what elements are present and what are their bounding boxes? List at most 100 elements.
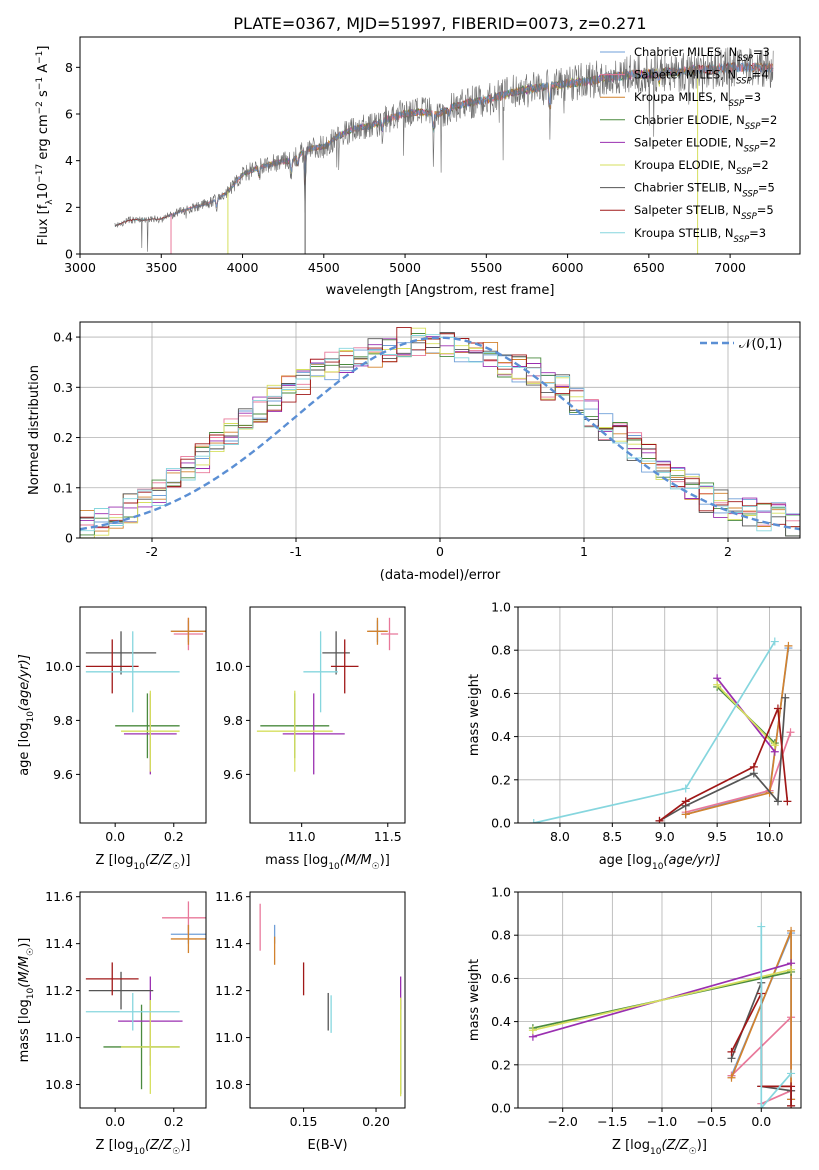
x-axis-label-part: )] [697, 1138, 707, 1153]
x-tick-label: 11.5 [374, 829, 402, 844]
y-axis-label: Flux [fλ10−17 erg cm−2 s−1 A−1] [35, 46, 55, 246]
y-tick-label: 0.4 [491, 1014, 511, 1029]
y-axis-label: mass weight [467, 674, 482, 756]
legend-model: Chabrier ELODIE, N [634, 113, 745, 127]
x-axis-label: Z [log10(Z/Z☉)] [96, 853, 191, 872]
legend-model: Salpeter ELODIE, N [634, 135, 744, 149]
y-tick-label: 0.8 [491, 643, 511, 658]
y-tick-label: 0 [65, 531, 73, 546]
x-axis-label-part: 10 [134, 862, 146, 872]
y-axis-label-part: ☉ [26, 948, 36, 956]
marker-kroupa-elodie [528, 1026, 537, 1035]
y-axis-label-part: mass [ [17, 1019, 32, 1062]
weights-kroupa-elodie [716, 684, 776, 746]
plot-area-age-vs-mass [256, 617, 399, 775]
marker-salpeter-stelib [787, 1082, 796, 1091]
y-tick-label: 0.0 [491, 816, 511, 831]
x-tick-label: 8.0 [550, 829, 570, 844]
plot-area-age-vs-Z [85, 617, 206, 775]
plot-area-mass-weight-vs-age [529, 637, 795, 823]
marker-kroupa-stelib [757, 1104, 766, 1108]
x-axis-label-part: (Z/Z [661, 1138, 689, 1153]
y-tick-label: 9.8 [223, 713, 243, 728]
legend-label-kroupa-miles: Kroupa MILES, NSSP=3 [634, 90, 761, 109]
axes-frame [249, 606, 406, 824]
x-tick-label: 2 [724, 544, 732, 559]
legend-label-salpeter-stelib: Salpeter STELIB, NSSP=5 [634, 203, 774, 222]
legend-sub: SSP [742, 190, 758, 200]
x-axis-label-part: (M/M [340, 853, 372, 868]
x-axis-label-part: log [114, 1138, 134, 1153]
x-axis-label-part: 10 [652, 862, 664, 872]
x-tick-label: 5500 [470, 260, 502, 275]
x-tick-label: 0.15 [290, 1114, 318, 1129]
y-axis-label-part: age [ [17, 742, 32, 775]
y-tick-label: 0.1 [53, 480, 73, 495]
y-axis-label-part: s [36, 90, 51, 101]
x-axis-label-part: 10 [328, 862, 340, 872]
x-axis-label-part: )] [180, 1138, 190, 1153]
axes-frame [249, 891, 406, 1109]
legend-count: =3 [744, 90, 761, 104]
plot-area-residuals [80, 326, 800, 538]
x-tick-label: 0.2 [164, 829, 184, 844]
histogram-chabrier-stelib [80, 332, 800, 537]
y-tick-label: 0.0 [491, 1101, 511, 1116]
x-tick-label: 0.0 [751, 1114, 771, 1129]
x-tick-label: 0.0 [105, 1114, 125, 1129]
y-axis-label-part: log [17, 999, 32, 1019]
y-tick-label: 1.0 [491, 885, 511, 900]
legend-count: =2 [760, 113, 777, 127]
x-axis-label-part: log [632, 853, 652, 868]
marker-kroupa-miles [787, 926, 796, 935]
plot-area-mass-vs-EBV [259, 903, 402, 1097]
legend-sub: SSP [741, 212, 757, 222]
x-tick-label: 8.5 [602, 829, 622, 844]
x-axis-label: Z [log10(Z/Z☉)] [612, 1138, 707, 1157]
legend-sub: SSP [734, 235, 750, 245]
y-tick-label: 9.6 [223, 767, 243, 782]
panel-age-vs-Z: 0.0 0.29.69.810.0Z [log10(Z/Z☉)]age [log1… [17, 606, 207, 872]
x-tick-label: 0.20 [362, 1114, 390, 1129]
y-axis-label-part: 10 [26, 987, 36, 999]
y-tick-label: 6 [65, 107, 73, 122]
x-axis-label-part: ☉ [172, 862, 180, 872]
legend-count: =5 [758, 181, 775, 195]
y-tick-label: 0.2 [491, 1057, 511, 1072]
model-spectrum-chabrier-elodie [225, 65, 698, 193]
x-tick-label: 4000 [227, 260, 259, 275]
weights-kroupa-miles [685, 645, 790, 816]
axes-frame [517, 891, 802, 1109]
y-tick-label: 1.0 [491, 600, 511, 615]
x-tick-label: −1.0 [647, 1114, 677, 1129]
y-axis-label-part: −1 [35, 51, 45, 64]
legend-count: =5 [757, 203, 774, 217]
legend-label-chabrier-elodie: Chabrier ELODIE, NSSP=2 [634, 113, 777, 132]
y-tick-label: 0.3 [53, 380, 73, 395]
legend-count: =3 [753, 45, 770, 59]
legend-model: Salpeter STELIB, N [634, 203, 741, 217]
plot-area-spectrum [114, 47, 774, 254]
y-axis-label-part: −2 [35, 101, 45, 114]
y-axis-label-part: (M/M [17, 956, 32, 988]
weights-kroupa-elodie [532, 968, 792, 1032]
marker-kroupa-stelib [529, 819, 538, 823]
y-axis-label: age [log10(age/yr)] [17, 654, 36, 776]
x-axis-label-part: ☉ [372, 862, 380, 872]
x-axis-label-part: age [ [599, 853, 632, 868]
legend-model: Kroupa ELODIE, N [634, 158, 736, 172]
y-axis-label: Normed distribution [27, 365, 42, 495]
x-tick-label: 0.0 [105, 829, 125, 844]
panel-mass-weight-vs-Z: −2.0 −1.5 −1.0 −0.5 0.0 0.0 0.2 0.4 0.6 0.8 1.0 Z [… [467, 885, 802, 1157]
x-tick-label: 0 [436, 544, 444, 559]
weights-chabrier-miles [685, 647, 790, 816]
marker-salpeter-stelib [787, 1101, 796, 1108]
y-tick-label: 11.0 [45, 1030, 73, 1045]
weights-kroupa-stelib [533, 641, 776, 823]
y-tick-label: 0.2 [491, 772, 511, 787]
x-axis-label: (data-model)/error [380, 568, 501, 583]
x-axis-label-part: mass [ [265, 853, 308, 868]
legend-model: Chabrier MILES, N [634, 45, 737, 59]
y-tick-label: 10.8 [215, 1077, 243, 1092]
